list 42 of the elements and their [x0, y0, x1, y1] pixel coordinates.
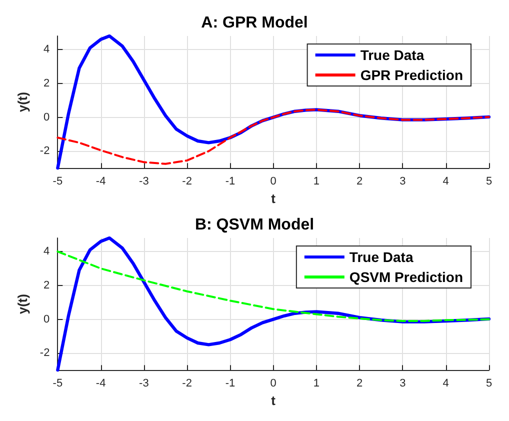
line-series	[56, 250, 490, 322]
x-tick-label: 2	[356, 176, 363, 188]
x-tick-label: 1	[313, 176, 320, 188]
y-tick-label: 0	[44, 313, 50, 326]
x-tick-label: -5	[52, 378, 63, 390]
y-axis-title: y(t)	[15, 92, 30, 112]
x-tick-label: -2	[182, 378, 192, 390]
x-tick-label: -2	[182, 176, 192, 188]
legend-label: QSVM Prediction	[349, 269, 464, 285]
y-axis-title: y(t)	[15, 294, 30, 314]
x-tick-label: 3	[400, 176, 406, 188]
x-tick-label: 4	[442, 176, 449, 188]
x-tick-label: -3	[139, 176, 149, 188]
x-tick-label: 5	[486, 176, 492, 188]
x-tick-label: 0	[270, 176, 276, 188]
x-tick-label: 5	[486, 378, 492, 390]
x-tick-label: -1	[225, 378, 236, 390]
x-tick-label: 0	[270, 378, 276, 390]
x-tick-label: -4	[96, 176, 106, 188]
y-tick-label: -2	[40, 145, 50, 158]
y-tick-label: 4	[44, 246, 50, 258]
x-axis-title: t	[271, 393, 276, 408]
y-tick-label: 2	[44, 77, 50, 90]
y-tick-label: 4	[44, 44, 50, 56]
chart-title: B: QSVM Model	[194, 216, 314, 234]
legend-label: True Data	[360, 47, 424, 63]
y-tick-label: 0	[44, 111, 50, 124]
legend-label: GPR Prediction	[360, 67, 464, 83]
x-tick-label: -5	[52, 176, 63, 188]
chart-title: A: GPR Model	[201, 14, 308, 32]
x-tick-label: -1	[225, 176, 236, 188]
x-tick-label: 4	[442, 378, 449, 390]
y-tick-label: 2	[44, 279, 50, 292]
legend-label: True Data	[349, 249, 414, 265]
y-tick-label: -2	[40, 347, 50, 360]
x-tick-label: 1	[313, 378, 320, 390]
x-tick-label: 3	[400, 378, 406, 390]
x-tick-label: -3	[139, 378, 149, 390]
x-tick-label: -4	[96, 378, 106, 390]
line-series	[56, 108, 490, 165]
x-axis-title: t	[271, 191, 276, 206]
x-tick-label: 2	[356, 378, 363, 390]
